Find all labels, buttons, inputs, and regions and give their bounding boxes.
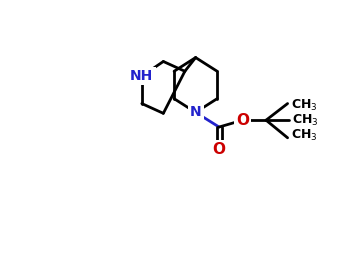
Text: O: O [213,142,226,157]
Text: O: O [236,113,249,128]
Text: N: N [190,105,201,119]
Text: CH$_3$: CH$_3$ [291,128,317,143]
Text: CH$_3$: CH$_3$ [292,113,318,128]
Text: NH: NH [130,69,154,83]
Text: CH$_3$: CH$_3$ [291,98,317,113]
